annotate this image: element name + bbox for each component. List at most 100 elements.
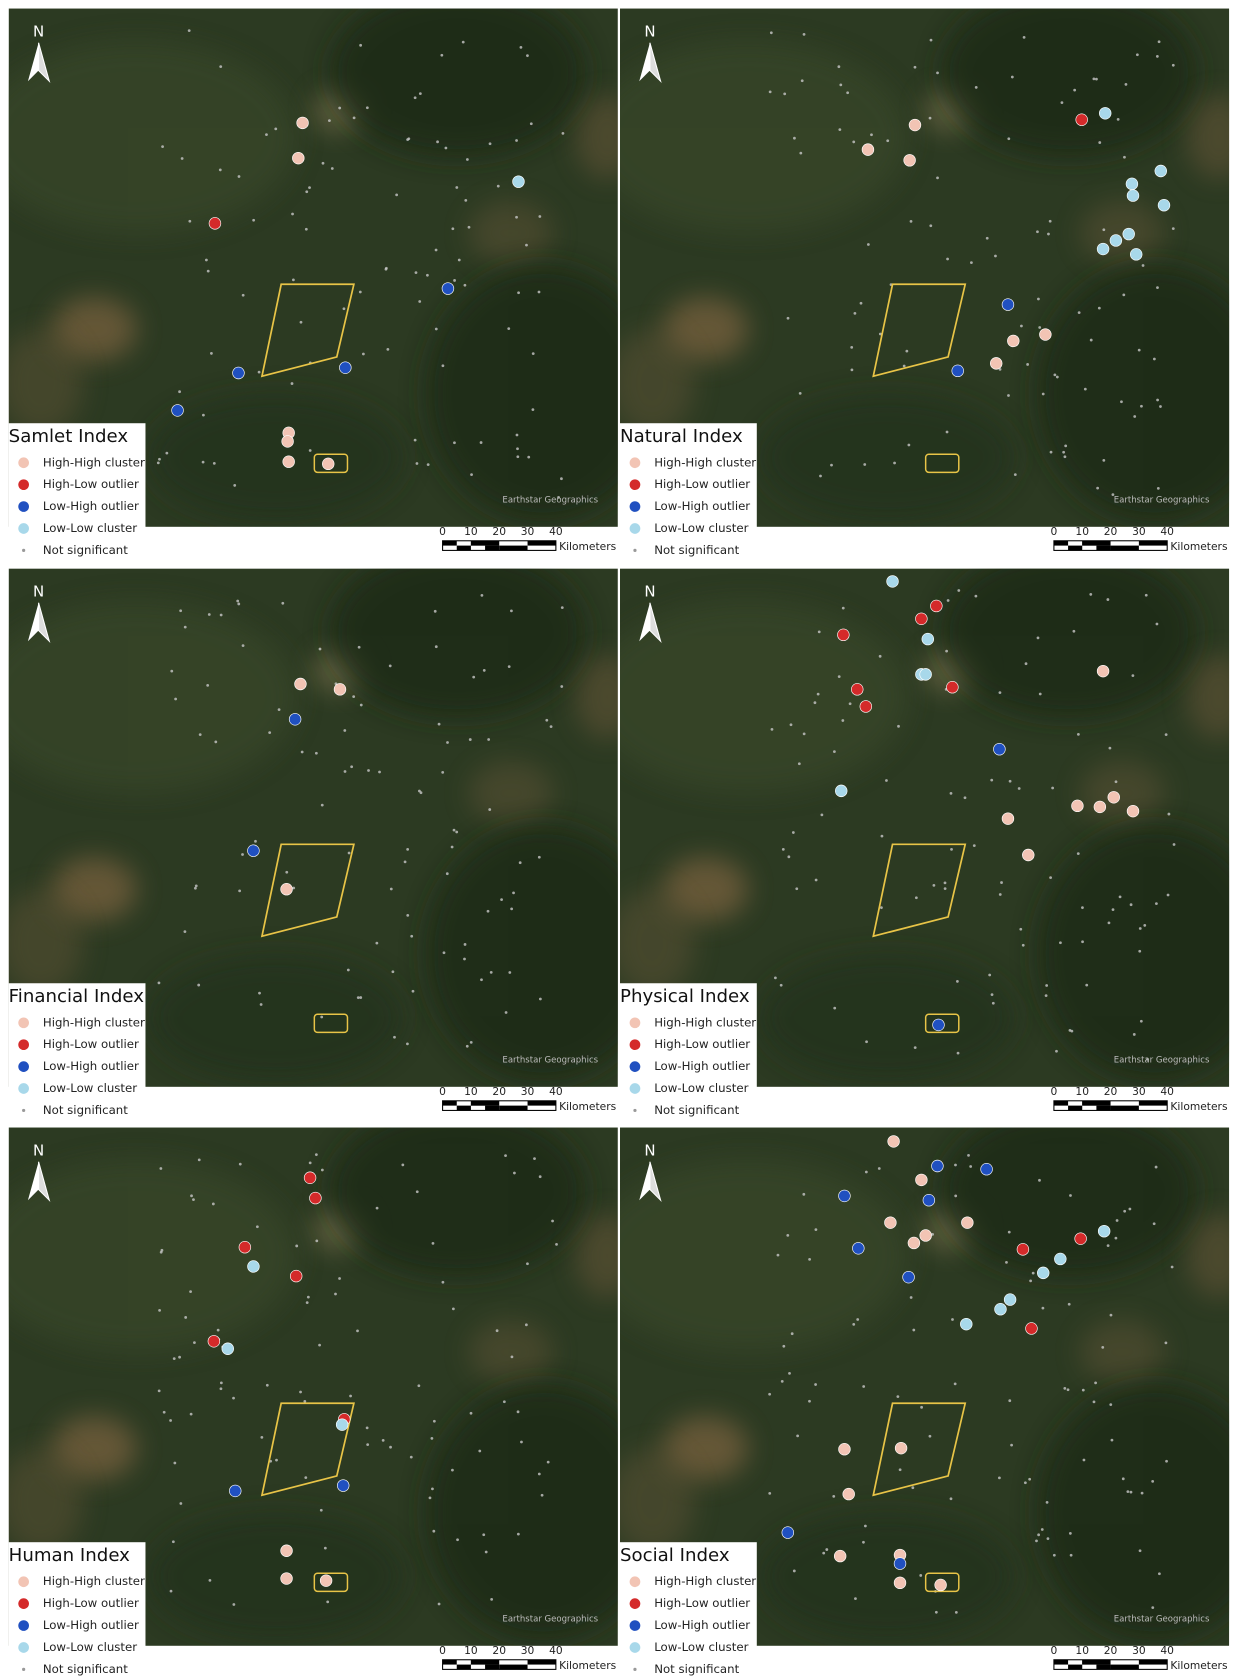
not-significant-point bbox=[1123, 156, 1126, 159]
cluster-point bbox=[908, 1237, 920, 1249]
not-significant-point bbox=[357, 996, 360, 999]
not-significant-point bbox=[1102, 228, 1105, 231]
not-significant-point bbox=[173, 1357, 176, 1360]
not-significant-point bbox=[849, 702, 852, 705]
scale-segment bbox=[1139, 1660, 1167, 1665]
cluster-point bbox=[222, 1343, 234, 1355]
not-significant-point bbox=[1036, 230, 1039, 233]
legend-label: Not significant bbox=[43, 1662, 128, 1676]
not-significant-point bbox=[334, 1293, 337, 1296]
not-significant-point bbox=[508, 971, 511, 974]
scale-label: 40 bbox=[1160, 525, 1174, 538]
not-significant-point bbox=[275, 1459, 278, 1462]
cluster-point bbox=[1002, 299, 1014, 311]
not-significant-point bbox=[994, 255, 997, 258]
not-significant-point bbox=[1078, 311, 1081, 314]
not-significant-point bbox=[516, 447, 519, 450]
not-significant-point bbox=[181, 157, 184, 160]
cluster-point bbox=[909, 119, 921, 131]
cluster-point bbox=[885, 1217, 897, 1229]
not-significant-point bbox=[412, 990, 415, 993]
scale-segment bbox=[485, 546, 499, 551]
scale-segment bbox=[499, 1106, 527, 1111]
scale-label: 10 bbox=[464, 1644, 478, 1657]
not-significant-point bbox=[347, 969, 350, 972]
cluster-point bbox=[1007, 335, 1019, 347]
not-significant-point bbox=[482, 1533, 485, 1536]
legend-symbol bbox=[630, 1576, 641, 1587]
not-significant-point bbox=[935, 1611, 938, 1614]
legend-symbol bbox=[630, 1039, 641, 1050]
not-significant-point bbox=[1142, 264, 1145, 267]
terrain-patch bbox=[588, 601, 909, 793]
not-significant-point bbox=[837, 65, 840, 68]
not-significant-point bbox=[1155, 902, 1158, 905]
not-significant-point bbox=[192, 1198, 195, 1201]
not-significant-point bbox=[464, 943, 467, 946]
scale-segment bbox=[1111, 1665, 1139, 1670]
not-significant-point bbox=[783, 92, 786, 95]
not-significant-point bbox=[503, 1400, 506, 1403]
not-significant-point bbox=[1115, 780, 1118, 783]
not-significant-point bbox=[158, 458, 161, 461]
not-significant-point bbox=[1120, 400, 1123, 403]
not-significant-point bbox=[1032, 1272, 1035, 1275]
not-significant-point bbox=[344, 770, 347, 773]
not-significant-point bbox=[1119, 896, 1122, 899]
not-significant-point bbox=[505, 1011, 508, 1014]
legend-label: Not significant bbox=[654, 1103, 739, 1117]
not-significant-point bbox=[213, 462, 216, 465]
not-significant-point bbox=[163, 1411, 166, 1414]
cluster-point bbox=[920, 1230, 932, 1242]
not-significant-point bbox=[1116, 1219, 1119, 1222]
legend-label: Low-Low cluster bbox=[654, 1640, 748, 1654]
scale-label: 20 bbox=[492, 525, 506, 538]
not-significant-point bbox=[914, 1046, 917, 1049]
not-significant-point bbox=[1168, 813, 1171, 816]
not-significant-point bbox=[822, 1552, 825, 1555]
not-significant-point bbox=[443, 951, 446, 954]
legend-symbol bbox=[630, 501, 641, 512]
not-significant-point bbox=[453, 829, 456, 832]
not-significant-point bbox=[541, 1494, 544, 1497]
not-significant-point bbox=[944, 882, 947, 885]
terrain-patch bbox=[941, 1106, 1197, 1277]
not-significant-point bbox=[188, 220, 191, 223]
not-significant-point bbox=[957, 589, 960, 592]
not-significant-point bbox=[539, 998, 542, 1001]
not-significant-point bbox=[445, 147, 448, 150]
not-significant-point bbox=[929, 1435, 932, 1438]
scale-segment bbox=[1068, 1106, 1082, 1111]
not-significant-point bbox=[210, 352, 213, 355]
not-significant-point bbox=[320, 1509, 323, 1512]
map-credit: Earthstar Geographics bbox=[502, 1056, 598, 1066]
not-significant-point bbox=[254, 840, 257, 843]
cluster-point bbox=[281, 883, 293, 895]
cluster-point bbox=[281, 1573, 293, 1585]
legend-label: Low-Low cluster bbox=[43, 1640, 137, 1654]
not-significant-point bbox=[328, 119, 331, 122]
not-significant-point bbox=[194, 887, 197, 890]
not-significant-point bbox=[416, 462, 419, 465]
not-significant-point bbox=[1115, 1237, 1118, 1240]
scale-segment bbox=[1139, 1101, 1167, 1106]
not-significant-point bbox=[435, 328, 438, 331]
not-significant-point bbox=[446, 741, 449, 744]
not-significant-point bbox=[1073, 630, 1076, 633]
not-significant-point bbox=[469, 738, 472, 741]
cluster-point bbox=[1075, 1233, 1087, 1245]
not-significant-point bbox=[1045, 994, 1048, 997]
not-significant-point bbox=[331, 167, 334, 170]
not-significant-point bbox=[315, 1240, 318, 1243]
cluster-point bbox=[320, 1575, 332, 1587]
not-significant-point bbox=[919, 1574, 922, 1577]
not-significant-point bbox=[1112, 908, 1115, 911]
not-significant-point bbox=[455, 186, 458, 189]
not-significant-point bbox=[238, 175, 241, 178]
not-significant-point bbox=[815, 879, 818, 882]
not-significant-point bbox=[258, 992, 261, 995]
not-significant-point bbox=[198, 1159, 201, 1162]
not-significant-point bbox=[507, 327, 510, 330]
cluster-point bbox=[1017, 1243, 1029, 1255]
not-significant-point bbox=[1151, 1480, 1154, 1483]
